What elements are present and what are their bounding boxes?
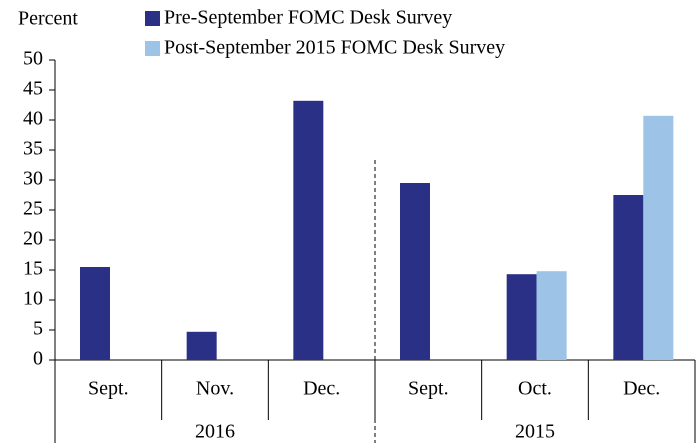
y-axis-label: Percent [18,8,78,30]
legend-label: Pre-September FOMC Desk Survey [164,7,452,29]
bar [643,115,674,360]
y-tick-label: 0 [33,348,43,370]
y-tick-label: 50 [23,48,43,70]
x-tick-label: Nov. [196,378,234,400]
y-tick-label: 20 [23,228,43,250]
y-tick-label: 10 [23,288,43,310]
x-tick-label: Dec. [623,378,660,400]
x-tick-label: Sept. [88,378,129,400]
y-tick-label: 25 [23,198,43,220]
y-tick-label: 30 [23,168,43,190]
legend-swatch [145,11,160,26]
bar [400,183,430,360]
y-tick-label: 40 [23,108,43,130]
y-tick-label: 45 [23,78,43,100]
bar [186,331,217,360]
y-tick-label: 5 [33,318,43,340]
bar [80,267,110,360]
legend-swatch [145,41,160,56]
group-label: 2016 [195,421,235,443]
bar [293,100,324,361]
bar [536,271,567,360]
y-tick-label: 15 [23,258,43,280]
y-tick-label: 35 [23,138,43,160]
x-tick-label: Oct. [518,378,552,400]
x-tick-label: Sept. [408,378,449,400]
bar [613,195,644,360]
bar [506,274,537,360]
group-label: 2015 [515,421,555,443]
x-tick-label: Dec. [303,378,340,400]
legend-label: Post-September 2015 FOMC Desk Survey [164,37,505,59]
